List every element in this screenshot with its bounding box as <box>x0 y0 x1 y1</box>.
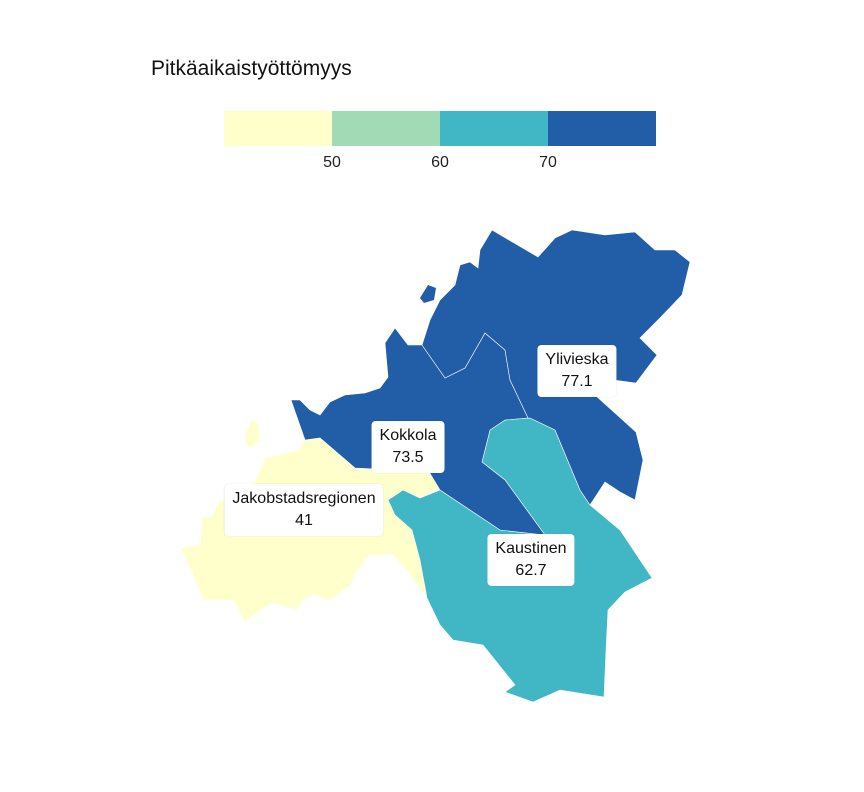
color-legend <box>224 111 656 146</box>
map-title: Pitkäaikaistyöttömyys <box>151 57 352 80</box>
region-name: Ylivieska <box>545 351 609 368</box>
legend-bin-2 <box>332 111 440 146</box>
region-label-kaustinen: Kaustinen 62.7 <box>487 534 575 586</box>
region-value: 77.1 <box>561 373 593 390</box>
legend-tick: 70 <box>539 154 557 171</box>
legend-bin-3 <box>440 111 548 146</box>
region-value: 73.5 <box>392 449 424 466</box>
legend-tick: 50 <box>323 154 341 171</box>
region-name: Jakobstadsregionen <box>232 490 376 507</box>
region-name: Kaustinen <box>495 540 567 557</box>
region-jakobstadsregionen-island <box>245 420 260 448</box>
legend-tick: 60 <box>431 154 449 171</box>
region-value: 41 <box>295 512 313 529</box>
region-label-ylivieska: Ylivieska 77.1 <box>537 345 617 397</box>
region-value: 62.7 <box>515 562 547 579</box>
legend-bin-4 <box>548 111 656 146</box>
legend-bin-1 <box>224 111 332 146</box>
region-label-kokkola: Kokkola 73.5 <box>371 421 445 473</box>
region-name: Kokkola <box>379 427 437 444</box>
region-label-jakobstadsregionen: Jakobstadsregionen 41 <box>224 484 384 536</box>
region-kokkola-island <box>420 285 436 303</box>
